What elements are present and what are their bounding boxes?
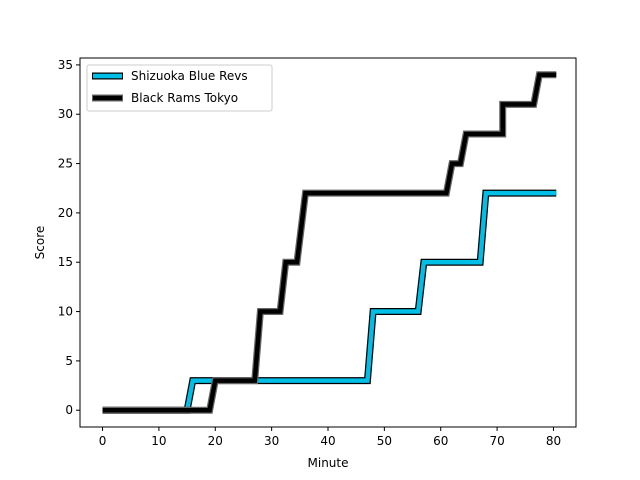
series-line-0 bbox=[102, 190, 557, 413]
legend-entry-shizuoka: Shizuoka Blue Revs bbox=[92, 69, 248, 83]
y-tick-label: 35 bbox=[58, 58, 73, 72]
series-lines bbox=[102, 71, 557, 414]
series-line-1 bbox=[102, 72, 557, 413]
y-tick-label: 10 bbox=[58, 305, 73, 319]
y-axis-label: Score bbox=[33, 226, 47, 260]
series-line-edge-1 bbox=[102, 71, 557, 414]
x-tick-label: 70 bbox=[489, 434, 504, 448]
x-axis-ticks: 0 10 20 30 40 50 60 70 80 bbox=[99, 427, 561, 448]
x-tick-label: 50 bbox=[377, 434, 392, 448]
x-tick-label: 40 bbox=[320, 434, 335, 448]
legend-entry-black-rams: Black Rams Tokyo bbox=[92, 91, 238, 105]
y-tick-label: 20 bbox=[58, 206, 73, 220]
legend-label-shizuoka: Shizuoka Blue Revs bbox=[131, 69, 248, 83]
x-tick-label: 10 bbox=[151, 434, 166, 448]
y-tick-label: 15 bbox=[58, 255, 73, 269]
y-tick-label: 5 bbox=[65, 354, 73, 368]
y-tick-label: 0 bbox=[65, 403, 73, 417]
x-tick-label: 0 bbox=[99, 434, 107, 448]
x-tick-label: 60 bbox=[433, 434, 448, 448]
y-axis-ticks: 0 5 10 15 20 25 30 35 bbox=[58, 58, 80, 417]
x-tick-label: 30 bbox=[264, 434, 279, 448]
x-axis-label: Minute bbox=[308, 456, 349, 470]
x-tick-label: 80 bbox=[546, 434, 561, 448]
y-tick-label: 25 bbox=[58, 157, 73, 171]
series-line-edge-0 bbox=[102, 189, 557, 414]
legend: Shizuoka Blue Revs Black Rams Tokyo bbox=[86, 64, 273, 112]
legend-box bbox=[86, 64, 273, 112]
y-tick-label: 30 bbox=[58, 107, 73, 121]
legend-label-black-rams: Black Rams Tokyo bbox=[131, 91, 238, 105]
x-tick-label: 20 bbox=[208, 434, 223, 448]
